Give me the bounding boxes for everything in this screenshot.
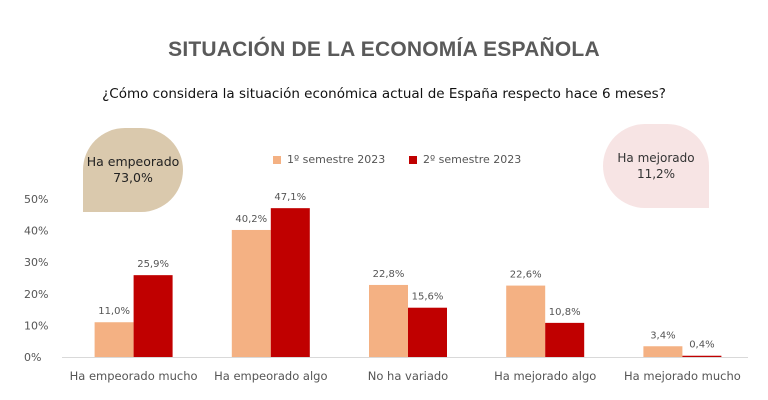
data-label-series1: 22,8% xyxy=(373,269,405,280)
x-tick-label: Ha empeorado mucho xyxy=(70,369,198,383)
legend-item-series2: 2º semestre 2023 xyxy=(409,153,521,166)
bar-series2 xyxy=(408,307,447,357)
y-tick-label: 10% xyxy=(24,319,48,332)
y-tick-label: 40% xyxy=(24,225,48,238)
callout-mejorado: Ha mejorado 11,2% xyxy=(603,124,709,208)
callout-empeorado-value: 73,0% xyxy=(113,170,153,185)
legend-label-series2: 2º semestre 2023 xyxy=(423,153,522,166)
y-tick-label: 0% xyxy=(24,351,41,364)
bar-series1 xyxy=(94,322,134,357)
chart-subtitle: ¿Cómo considera la situación económica a… xyxy=(102,86,666,102)
chart-title: SITUACIÓN DE LA ECONOMÍA ESPAÑOLA xyxy=(168,38,600,61)
data-label-series1: 22,6% xyxy=(510,270,542,281)
legend-item-series1: 1º semestre 2023 xyxy=(273,153,385,166)
y-tick-label: 50% xyxy=(24,193,48,206)
legend-swatch-series2 xyxy=(409,155,417,164)
bar-series2 xyxy=(545,322,585,357)
data-label-series2: 25,9% xyxy=(137,259,169,270)
data-label-series1: 11,0% xyxy=(98,306,130,317)
x-tick-label: Ha empeorado algo xyxy=(214,369,327,383)
data-label-series2: 10,8% xyxy=(549,307,581,318)
y-tick-label: 30% xyxy=(24,256,48,269)
bar-series1 xyxy=(369,284,408,357)
bar-series2 xyxy=(682,355,722,357)
bar-series2 xyxy=(133,275,173,357)
data-label-series2: 15,6% xyxy=(412,292,444,303)
data-label-series1: 3,4% xyxy=(650,330,675,341)
x-tick-label: Ha mejorado mucho xyxy=(624,369,741,383)
data-label-series2: 0,4% xyxy=(689,340,714,351)
callout-mejorado-label: Ha mejorado xyxy=(617,151,695,165)
data-label-series2: 47,1% xyxy=(274,192,306,203)
legend-swatch-series1 xyxy=(273,155,281,164)
bar-series2 xyxy=(270,208,310,357)
bar-series1 xyxy=(231,229,271,357)
legend-label-series1: 1º semestre 2023 xyxy=(287,153,386,166)
data-label-series1: 40,2% xyxy=(235,214,267,225)
callout-empeorado: Ha empeorado 73,0% xyxy=(83,128,183,212)
callout-mejorado-value: 11,2% xyxy=(636,167,676,181)
y-tick-label: 20% xyxy=(24,288,48,301)
callout-empeorado-label: Ha empeorado xyxy=(86,154,180,169)
x-tick-label: No ha variado xyxy=(368,369,448,383)
bar-series1 xyxy=(643,346,683,357)
x-tick-label: Ha mejorado algo xyxy=(494,369,596,383)
bar-series1 xyxy=(506,285,546,357)
